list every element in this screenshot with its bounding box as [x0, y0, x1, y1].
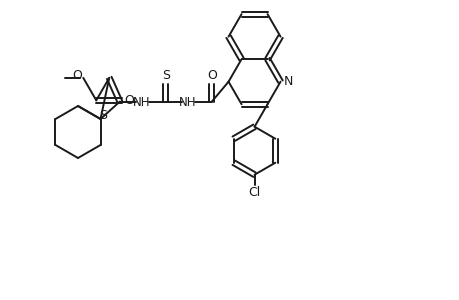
- Text: N: N: [283, 75, 292, 88]
- Text: O: O: [72, 69, 82, 82]
- Text: Cl: Cl: [248, 186, 260, 199]
- Text: NH: NH: [133, 96, 150, 109]
- Text: O: O: [124, 94, 134, 107]
- Text: O: O: [207, 69, 216, 82]
- Text: NH: NH: [179, 96, 196, 109]
- Text: S: S: [99, 109, 107, 122]
- Text: S: S: [162, 69, 169, 82]
